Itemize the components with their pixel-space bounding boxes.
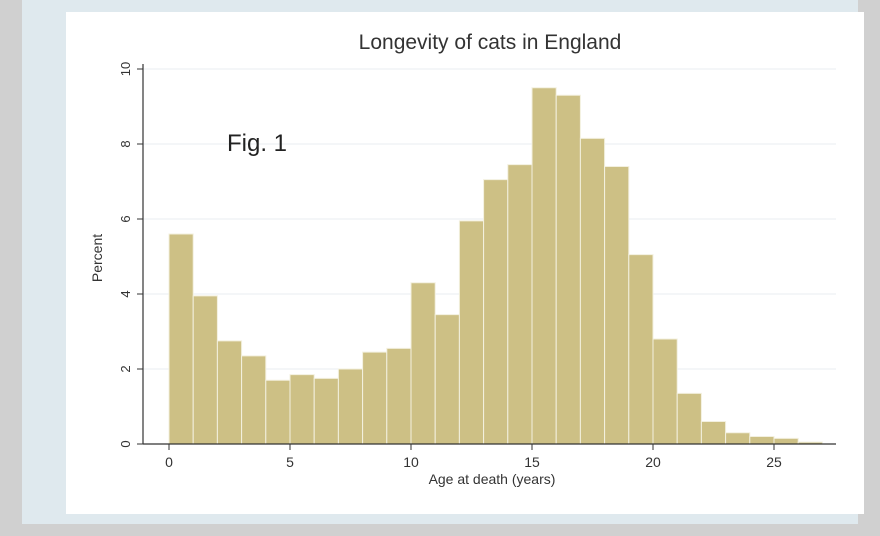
chart-panel: Longevity of cats in England 0 5 10 15 20 25 0…	[66, 12, 864, 514]
histogram-bar	[725, 432, 751, 445]
histogram-bar	[241, 355, 267, 445]
x-tick-label: 25	[766, 454, 782, 470]
histogram-bar	[386, 347, 412, 445]
histogram-bar	[628, 254, 654, 445]
histogram-bar	[507, 164, 533, 445]
y-tick-label: 8	[118, 140, 133, 147]
histogram-bar	[604, 166, 630, 445]
histogram-bar	[773, 437, 799, 445]
bars	[168, 87, 823, 445]
histogram-bar	[652, 338, 678, 445]
x-axis-label: Age at death (years)	[429, 471, 556, 487]
histogram-bar	[192, 295, 218, 445]
chart-title: Longevity of cats in England	[359, 31, 622, 54]
histogram-bar	[410, 282, 436, 445]
x-tick-label: 20	[645, 454, 661, 470]
y-tick-label: 10	[118, 62, 133, 76]
x-tick-label: 10	[403, 454, 419, 470]
chart-frame: Longevity of cats in England 0 5 10 15 20 25 0…	[22, 0, 864, 524]
y-axis-label: Percent	[89, 234, 105, 282]
y-tick-label: 0	[118, 440, 133, 447]
histogram-bar	[337, 368, 364, 445]
x-tick-label: 0	[165, 454, 173, 470]
histogram-bar	[555, 94, 581, 445]
histogram-bar	[434, 314, 460, 445]
histogram-bar	[265, 379, 291, 445]
histogram-bar	[362, 351, 388, 445]
axes: 0 5 10 15 20 25 0 2 4 6 8 10	[118, 62, 836, 470]
histogram-bar	[458, 220, 485, 445]
histogram-bar	[749, 436, 775, 445]
histogram-bar	[579, 137, 606, 445]
histogram-bar	[531, 87, 557, 445]
histogram-bar	[483, 179, 509, 445]
histogram-bar	[313, 377, 339, 445]
x-tick-label: 5	[286, 454, 294, 470]
histogram-bar	[216, 340, 243, 445]
x-tick-label: 15	[524, 454, 540, 470]
y-tick-label: 2	[118, 365, 133, 372]
histogram-bar	[168, 233, 194, 445]
y-tick-label: 6	[118, 215, 133, 222]
histogram-bar	[676, 392, 702, 445]
y-tick-label: 4	[118, 290, 133, 297]
histogram-bar	[289, 374, 315, 445]
figure-annotation: Fig. 1	[227, 130, 287, 157]
histogram-bar	[700, 421, 727, 445]
histogram-chart: Longevity of cats in England 0 5 10 15 20 250…	[89, 31, 836, 487]
